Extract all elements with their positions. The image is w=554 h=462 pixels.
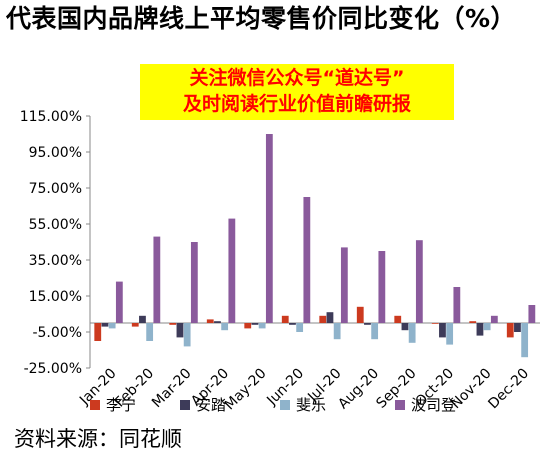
bar xyxy=(340,247,348,323)
legend-label: 波司登 xyxy=(411,396,456,414)
promo-banner-line2: 及时阅读行业价值前瞻研报 xyxy=(182,93,411,115)
bar xyxy=(453,287,461,323)
bar xyxy=(394,315,402,323)
bar xyxy=(521,323,529,358)
bar xyxy=(415,240,423,323)
bar xyxy=(176,323,184,338)
bar xyxy=(303,197,311,323)
bar xyxy=(115,281,123,323)
bar xyxy=(483,323,491,331)
legend-label: 李宁 xyxy=(106,396,136,414)
bar xyxy=(469,321,477,323)
bar xyxy=(190,242,198,323)
x-tick-label: Dec-20 xyxy=(485,366,532,413)
bar xyxy=(528,305,536,323)
y-tick-label: 95.00% xyxy=(29,145,82,161)
bar xyxy=(490,315,498,323)
bar xyxy=(244,323,252,329)
bar xyxy=(378,251,386,323)
y-tick-label: 35.00% xyxy=(29,253,82,269)
bar xyxy=(431,323,439,324)
bar xyxy=(439,323,446,338)
bar xyxy=(514,323,521,332)
bar xyxy=(356,306,364,323)
promo-banner: 关注微信公众号“道达号” 及时阅读行业价值前瞻研报 xyxy=(140,64,454,120)
legend-swatch xyxy=(280,400,290,410)
bar xyxy=(371,323,379,340)
bar xyxy=(364,323,371,325)
bar xyxy=(446,323,454,345)
bar xyxy=(228,218,236,323)
bar xyxy=(131,323,139,327)
bar xyxy=(265,134,273,323)
bar xyxy=(506,323,514,338)
bar xyxy=(281,315,289,323)
y-tick-label: 55.00% xyxy=(29,217,82,233)
y-tick-label: 115.00% xyxy=(20,109,82,125)
x-tick-label: Aug-20 xyxy=(335,366,382,413)
y-tick-label: 75.00% xyxy=(29,181,82,197)
bar xyxy=(108,323,116,329)
bar xyxy=(401,323,409,331)
bar xyxy=(94,323,102,341)
bar xyxy=(319,315,327,323)
bar xyxy=(289,323,296,325)
bar xyxy=(333,323,341,340)
promo-banner-line1: 关注微信公众号“道达号” xyxy=(189,67,405,89)
y-tick-label: -5.00% xyxy=(32,325,82,341)
source-note: 资料来源：同花顺 xyxy=(14,427,182,451)
bar xyxy=(169,323,177,325)
bar xyxy=(214,321,221,323)
bar xyxy=(251,323,259,325)
legend-swatch xyxy=(180,400,190,410)
bar xyxy=(326,312,334,323)
x-tick-label: May-20 xyxy=(222,366,270,414)
y-tick-label: 15.00% xyxy=(29,289,82,305)
bar xyxy=(139,315,146,323)
bar xyxy=(296,323,304,332)
bar xyxy=(408,323,416,343)
bar xyxy=(476,323,484,336)
legend-label: 斐乐 xyxy=(296,396,326,414)
bar xyxy=(206,319,214,323)
bar xyxy=(258,323,266,329)
bar xyxy=(153,236,161,323)
page-title: 代表国内品牌线上平均零售价同比变化（%） xyxy=(6,4,517,33)
bar xyxy=(101,323,109,327)
bar xyxy=(146,323,154,341)
bar xyxy=(183,323,191,347)
legend-swatch xyxy=(90,400,100,410)
bar xyxy=(221,323,229,331)
legend-swatch xyxy=(395,400,405,410)
legend-label: 安踏 xyxy=(196,396,226,414)
y-tick-label: -25.00% xyxy=(24,361,82,377)
